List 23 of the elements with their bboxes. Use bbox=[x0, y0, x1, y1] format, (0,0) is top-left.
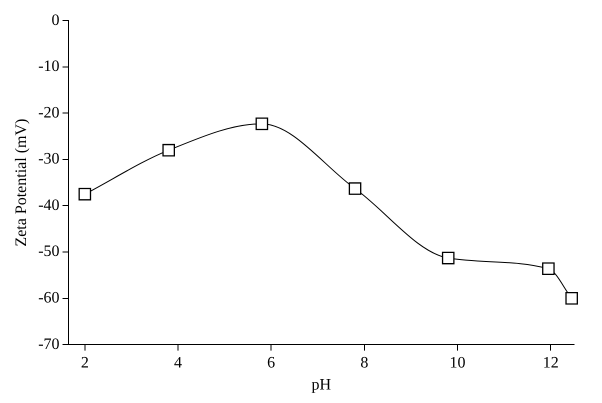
x-tick-label: 4 bbox=[174, 354, 182, 372]
point bbox=[162, 144, 175, 157]
point bbox=[256, 118, 268, 130]
y-axis-title: Zeta Potential (mV) bbox=[12, 118, 30, 247]
point bbox=[78, 188, 92, 200]
x-tick-label: 2 bbox=[80, 354, 89, 372]
y-tick-label: 0 bbox=[52, 12, 60, 29]
y-tick-label: -70 bbox=[38, 336, 60, 353]
x-tick-label: 10 bbox=[450, 354, 466, 372]
y-tick-label: -50 bbox=[38, 243, 60, 260]
point bbox=[348, 182, 362, 195]
x-axis-title: pH bbox=[311, 376, 332, 394]
y-tick-label: -40 bbox=[38, 196, 60, 214]
point bbox=[542, 262, 555, 275]
x-tick-label: 12 bbox=[542, 354, 559, 372]
x-tick-label: 8 bbox=[360, 354, 368, 372]
y-tick-label: -20 bbox=[38, 104, 60, 122]
y-tick-label: -30 bbox=[38, 150, 60, 168]
point bbox=[442, 252, 455, 264]
point bbox=[565, 292, 578, 305]
x-tick-label: 6 bbox=[267, 354, 276, 372]
y-tick-label: -10 bbox=[38, 58, 60, 76]
y-tick-label: -60 bbox=[38, 290, 60, 307]
